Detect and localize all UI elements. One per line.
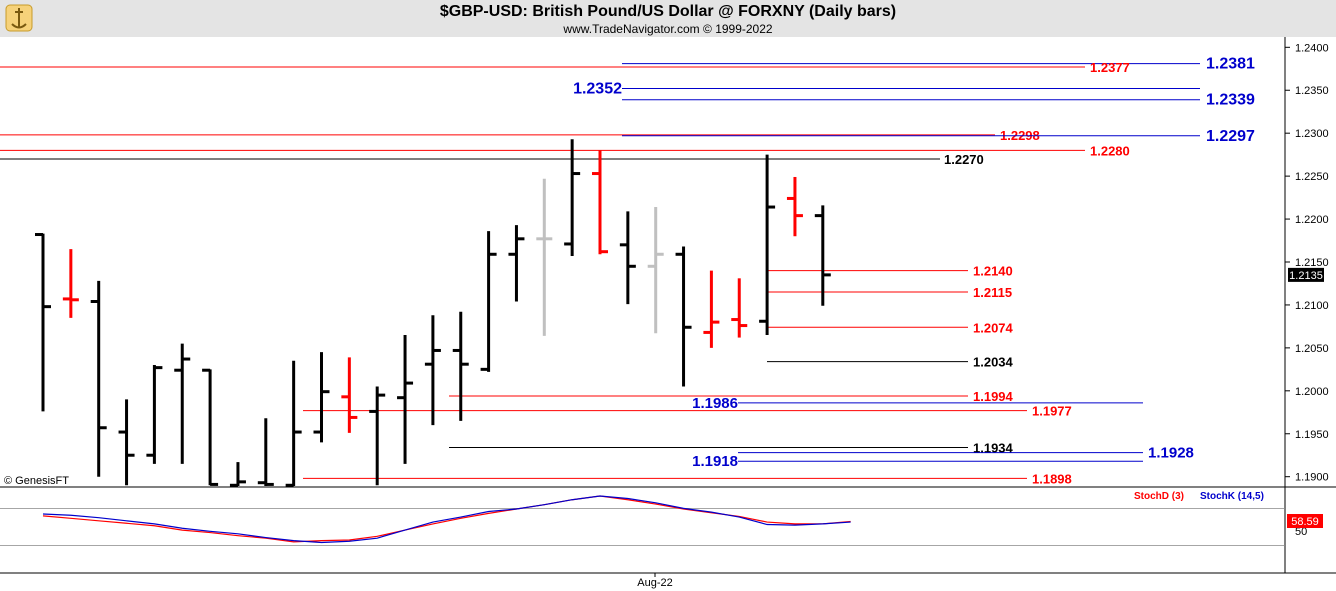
y-tick-label: 1.2100 xyxy=(1295,300,1329,312)
y-tick-label: 1.2350 xyxy=(1295,85,1329,97)
level-label: 1.1977 xyxy=(1032,404,1072,419)
copyright-label: © GenesisFT xyxy=(4,475,69,487)
stoch-axis-tick: 50 xyxy=(1295,526,1307,538)
y-tick-label: 1.2200 xyxy=(1295,214,1329,226)
level-label: 1.1994 xyxy=(973,389,1014,404)
level-label: 1.1986 xyxy=(692,395,738,412)
stoch-k-legend: StochK (14,5) xyxy=(1200,491,1264,502)
y-tick-label: 1.2150 xyxy=(1295,257,1329,269)
level-label: 1.2352 xyxy=(573,81,622,98)
level-label: 1.1898 xyxy=(1032,471,1072,486)
chart-title: $GBP-USD: British Pound/US Dollar @ FORX… xyxy=(439,3,897,20)
stoch-k-line xyxy=(42,495,851,544)
level-label: 1.2034 xyxy=(973,355,1014,370)
level-label: 1.2140 xyxy=(973,264,1013,279)
y-tick-label: 1.1950 xyxy=(1295,429,1329,441)
trade-navigator-logo-icon xyxy=(4,2,34,34)
chart-subtitle: www.TradeNavigator.com © 1999-2022 xyxy=(563,22,773,36)
last-price-tag: 1.2135 xyxy=(1289,270,1323,282)
stoch-d-legend: StochD (3) xyxy=(1134,491,1184,502)
y-tick-label: 1.2400 xyxy=(1295,42,1329,54)
y-tick-label: 1.2250 xyxy=(1295,171,1329,183)
level-label: 1.1918 xyxy=(692,453,738,470)
stoch-d-line xyxy=(42,495,851,543)
stoch-value-tag: 58.59 xyxy=(1291,516,1319,528)
y-tick-label: 1.1900 xyxy=(1295,472,1329,484)
y-tick-label: 1.2050 xyxy=(1295,343,1329,355)
level-label: 1.2297 xyxy=(1206,128,1255,145)
last-price-tag-box xyxy=(1288,267,1324,282)
y-tick-label: 1.2000 xyxy=(1295,386,1329,398)
level-label: 1.2339 xyxy=(1206,92,1255,109)
level-label: 1.2115 xyxy=(973,285,1012,300)
x-axis-label: Aug-22 xyxy=(637,577,672,589)
stoch-value-tag-box xyxy=(1287,514,1323,528)
level-label: 1.2377 xyxy=(1090,60,1130,75)
level-label: 1.2074 xyxy=(973,320,1014,335)
level-label: 1.2280 xyxy=(1090,143,1130,158)
level-label: 1.1934 xyxy=(973,440,1014,455)
level-label: 1.1928 xyxy=(1148,445,1194,462)
chart-header: $GBP-USD: British Pound/US Dollar @ FORX… xyxy=(0,0,1336,37)
y-tick-label: 1.2300 xyxy=(1295,128,1329,140)
level-label: 1.2270 xyxy=(944,152,984,167)
level-label: 1.2381 xyxy=(1206,56,1255,73)
